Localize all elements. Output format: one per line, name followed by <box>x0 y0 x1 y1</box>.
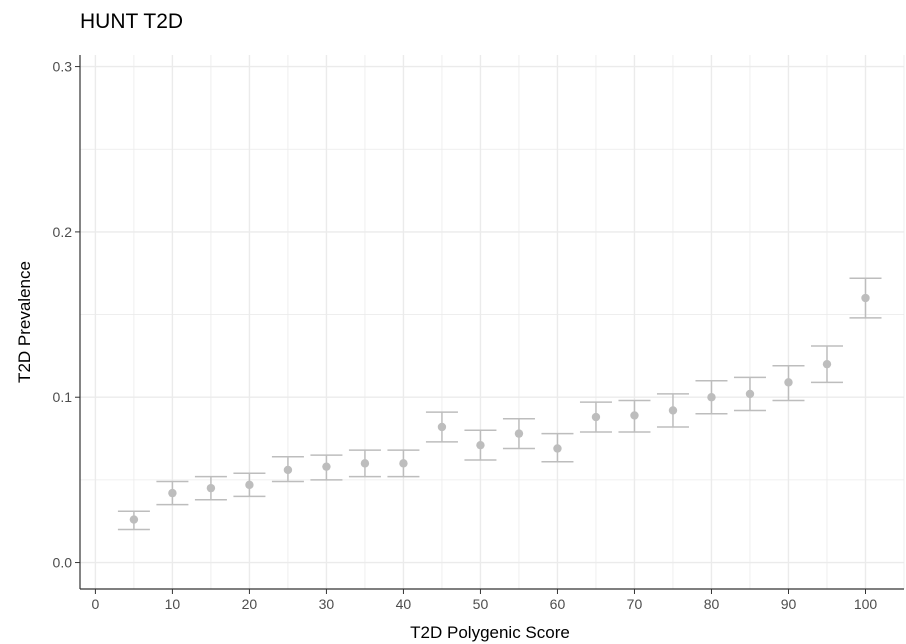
x-tick-label: 0 <box>92 596 100 612</box>
x-tick-label: 80 <box>704 596 720 612</box>
data-point <box>168 488 177 498</box>
y-tick-label: 0.3 <box>53 59 73 75</box>
x-tick-label: 100 <box>854 596 878 612</box>
x-tick-label: 50 <box>473 596 489 612</box>
minor-gridlines <box>80 55 905 589</box>
x-tick-label: 70 <box>627 596 643 612</box>
data-point <box>861 293 870 303</box>
data-point <box>553 444 562 453</box>
data-point <box>630 411 639 420</box>
data-points <box>129 293 870 524</box>
data-point <box>476 440 485 450</box>
data-point <box>283 465 293 475</box>
data-point <box>129 515 139 524</box>
tick-marks <box>75 66 866 594</box>
y-tick-label: 0.1 <box>53 389 73 405</box>
data-point <box>437 422 447 432</box>
x-axis-title: T2D Polygenic Score <box>410 623 570 642</box>
data-point <box>707 393 716 402</box>
data-point <box>245 480 254 490</box>
data-point <box>399 459 408 468</box>
data-point <box>360 459 370 468</box>
x-tick-label: 40 <box>396 596 412 612</box>
tick-labels: 0 10 20 30 40 50 60 70 80 90 100 0.0 0.1 0.2 0.3 <box>53 59 878 612</box>
x-tick-label: 90 <box>781 596 797 612</box>
x-tick-label: 30 <box>319 596 335 612</box>
chart-title: HUNT T2D <box>80 10 184 33</box>
x-tick-label: 60 <box>550 596 566 612</box>
data-point <box>206 483 216 493</box>
x-tick-label: 20 <box>242 596 258 612</box>
data-point <box>322 462 331 471</box>
axes <box>79 55 904 590</box>
y-tick-label: 0.0 <box>53 555 73 571</box>
data-point <box>822 359 832 369</box>
data-point <box>668 406 678 415</box>
y-tick-label: 0.2 <box>53 224 73 240</box>
data-point <box>514 429 524 438</box>
data-point <box>591 412 601 422</box>
plot-panel <box>80 55 904 589</box>
data-point <box>745 389 755 399</box>
data-point <box>784 378 793 387</box>
y-axis-title: T2D Prevalence <box>15 261 34 383</box>
x-tick-label: 10 <box>165 596 181 612</box>
